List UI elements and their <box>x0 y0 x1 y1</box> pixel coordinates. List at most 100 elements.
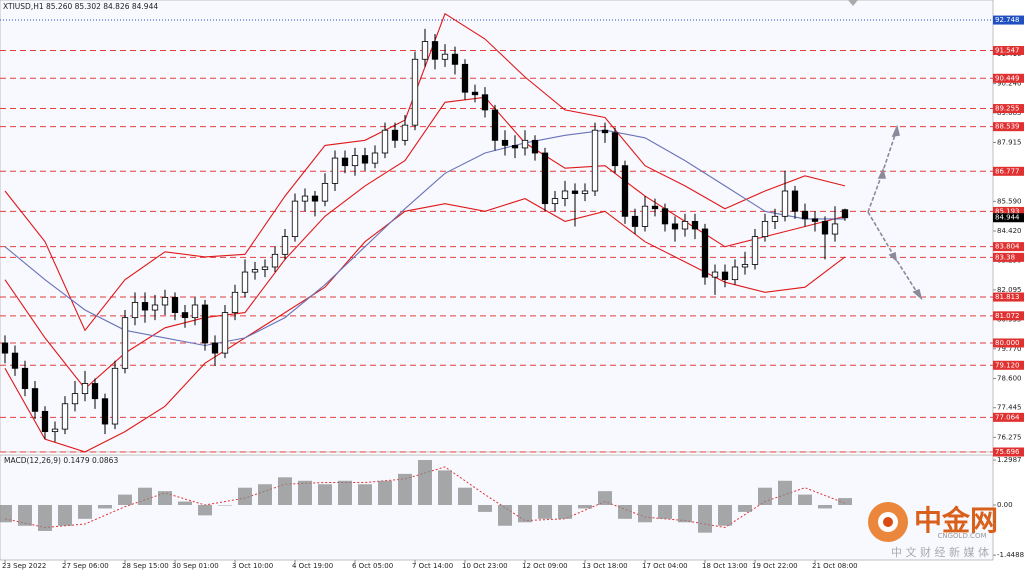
candle-body <box>401 124 409 141</box>
candle-body <box>771 215 779 222</box>
candle-body <box>521 139 529 149</box>
level-label: 85.193 <box>995 207 1020 215</box>
x-tick-label: 23 Sep 2022 <box>2 562 46 570</box>
candle-body <box>271 253 279 268</box>
candle-body <box>21 367 29 389</box>
candle-body <box>781 190 789 217</box>
candle-body <box>121 317 129 369</box>
main-panel <box>0 0 994 453</box>
y-tick-label: 85.590 <box>997 197 1022 205</box>
macd-bar <box>358 484 372 505</box>
candle-body <box>381 129 389 154</box>
indicator-line <box>4 12 846 332</box>
candle-body <box>181 312 189 319</box>
macd-bar <box>38 504 52 531</box>
level-label: 89.255 <box>995 105 1020 113</box>
candle-body <box>341 157 349 167</box>
level-label-box <box>993 412 1024 422</box>
high-label-box <box>993 15 1024 25</box>
candle-body <box>721 271 729 281</box>
level-label: 83.38 <box>995 253 1015 261</box>
candle-body <box>191 304 199 319</box>
level-label-box <box>993 73 1024 83</box>
x-tick-label: 7 Oct 14:00 <box>412 562 453 570</box>
level-label-box <box>993 292 1024 302</box>
candle-body <box>691 220 699 230</box>
macd-bar <box>258 484 272 505</box>
watermark: 中金网 CNGOLD.COM 中 文 财 经 新 媒 体 <box>868 502 998 559</box>
candle-body <box>31 388 39 412</box>
candle-body <box>161 296 169 306</box>
candle-body <box>221 312 229 354</box>
candle-body <box>111 367 119 425</box>
x-tick-label: 6 Oct 05:00 <box>352 562 393 570</box>
macd-bar <box>778 480 792 505</box>
macd-bar <box>378 480 392 505</box>
candle-body <box>291 200 299 237</box>
candle-body <box>471 91 479 96</box>
candle-body <box>391 129 399 141</box>
forecast-arrows <box>867 124 923 301</box>
level-label-box <box>993 447 1024 457</box>
candle-body <box>131 302 139 319</box>
level-label-box <box>993 311 1024 321</box>
x-tick-label: 27 Sep 06:00 <box>62 562 109 570</box>
candle-body <box>631 215 639 227</box>
candle-body <box>601 129 609 134</box>
macd-bar <box>618 504 632 519</box>
candle-body <box>841 209 849 219</box>
y-tick-label: 79.770 <box>997 345 1022 353</box>
watermark-name: 中金网 <box>914 504 998 537</box>
candle-body <box>321 182 329 202</box>
x-tick-label: 30 Sep 01:00 <box>172 562 219 570</box>
x-tick-label: 28 Sep 15:00 <box>122 562 169 570</box>
candle-body <box>421 41 429 60</box>
candle-body <box>11 352 19 369</box>
candle-body <box>541 152 549 205</box>
candle-body <box>261 266 269 270</box>
candle-body <box>171 296 179 313</box>
macd-bar <box>218 504 232 506</box>
macd-bar <box>458 487 472 505</box>
candle-body <box>41 410 49 433</box>
level-label-box <box>993 166 1024 176</box>
macd-bar <box>638 504 652 523</box>
candle-body <box>571 190 579 194</box>
macd-bar <box>238 487 252 505</box>
level-label-box <box>993 45 1024 55</box>
level-label: 86.777 <box>995 167 1020 175</box>
level-label: 77.064 <box>995 413 1020 421</box>
macd-bar <box>118 494 132 505</box>
candle-body <box>711 271 719 278</box>
macd-bar <box>298 480 312 505</box>
level-label-box <box>993 338 1024 348</box>
level-label: 90.449 <box>995 74 1020 82</box>
candle-body <box>671 223 679 230</box>
level-label: 83.804 <box>995 243 1020 251</box>
macd-bar <box>338 480 352 505</box>
candle-body <box>371 152 379 164</box>
candle-body <box>661 208 669 225</box>
y-tick-label: 87.915 <box>997 138 1022 146</box>
candle-body <box>81 383 89 395</box>
price-box <box>993 213 1024 223</box>
x-tick-label: 10 Oct 23:00 <box>462 562 508 570</box>
candle-body <box>451 53 459 65</box>
candle-body <box>241 271 249 293</box>
candle-body <box>581 190 589 194</box>
candle-body <box>231 291 239 313</box>
candle-body <box>61 403 69 430</box>
macd-bar <box>498 504 512 526</box>
candle-body <box>701 228 709 278</box>
macd-bar <box>718 504 732 526</box>
level-label-box <box>993 242 1024 252</box>
candle-body <box>351 155 359 167</box>
candle-body <box>281 236 289 255</box>
macd-bar <box>538 504 552 519</box>
macd-bar <box>518 504 532 523</box>
x-tick-label: 3 Oct 10:00 <box>232 562 273 570</box>
candle-body <box>491 109 499 141</box>
candle-body <box>201 304 209 344</box>
macd-bar <box>18 504 32 526</box>
